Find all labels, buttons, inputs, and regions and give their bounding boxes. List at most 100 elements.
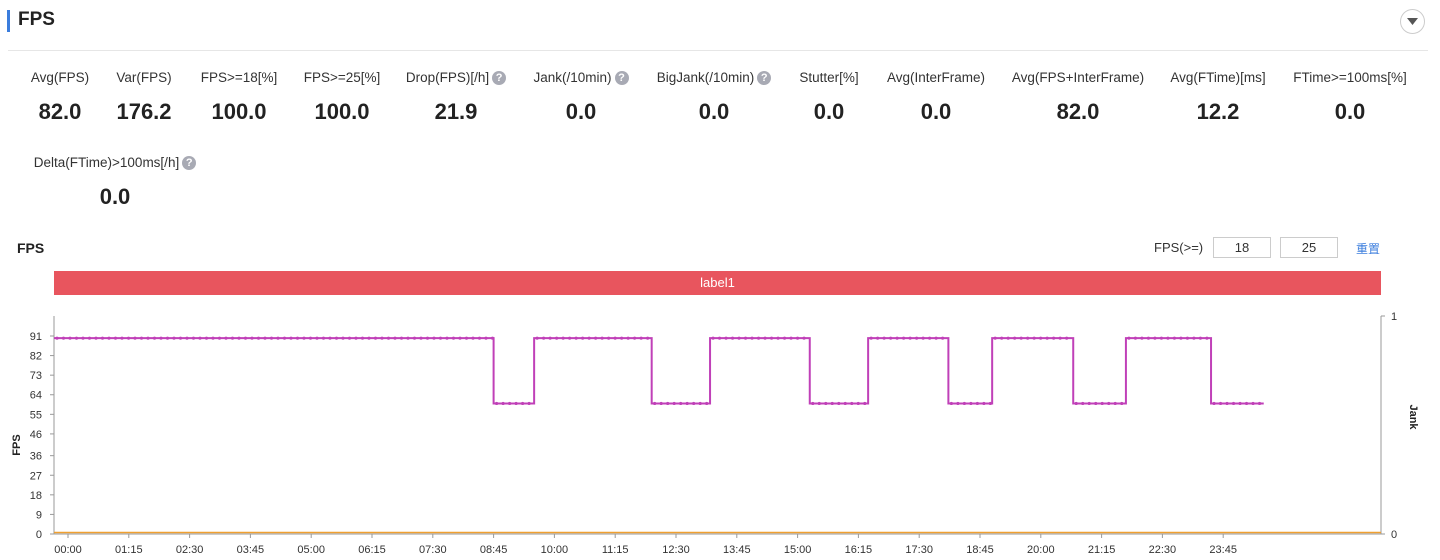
metric-value: 0.0 — [920, 99, 952, 124]
fps-point — [574, 336, 578, 340]
help-icon[interactable]: ? — [182, 155, 197, 170]
x-tick-label: 21:15 — [1088, 544, 1116, 556]
fps-point — [165, 336, 170, 340]
help-icon[interactable]: ? — [492, 70, 507, 85]
fps-point — [94, 336, 98, 340]
fps-point — [419, 336, 423, 340]
metric-value: 82.0 — [38, 99, 82, 124]
x-tick-label: 20:00 — [1027, 544, 1055, 556]
fps-point — [263, 336, 267, 340]
fps-point — [1081, 401, 1085, 406]
fps-point — [81, 336, 85, 340]
fps-point — [1172, 336, 1177, 340]
fps-point — [542, 336, 546, 340]
fps-point — [1107, 401, 1111, 406]
fps-point — [126, 336, 131, 340]
x-tick-label: 12:30 — [662, 544, 690, 556]
y-tick-label: 91 — [30, 331, 42, 343]
chart-title: FPS — [17, 240, 45, 256]
fps-point — [941, 336, 945, 340]
fps-point — [626, 336, 630, 340]
fps-point — [1159, 336, 1164, 340]
fps-point — [55, 336, 59, 340]
fps-point — [1244, 401, 1249, 406]
fps-point — [850, 401, 854, 406]
fps-point — [211, 336, 215, 340]
fps-point — [406, 336, 410, 340]
fps-point — [471, 336, 475, 340]
fps-point — [178, 336, 183, 340]
fps-chart[interactable]: 0 9 18 27 36 46 55 64 73 82 91 0 1 FPS Jank 00:00 01:15 0… — [0, 298, 1440, 560]
fps-point — [1120, 401, 1124, 406]
metric-value: 100.0 — [314, 99, 370, 124]
y-tick-label: 18 — [30, 490, 42, 502]
threshold-25-input[interactable] — [1280, 237, 1338, 258]
fps-point — [514, 401, 518, 406]
fps-point — [666, 401, 670, 406]
fps-point — [1087, 401, 1091, 406]
fps-point — [1006, 336, 1010, 340]
fps-point — [782, 336, 787, 340]
metric-label: Avg(FTime)[ms] — [1170, 70, 1266, 85]
metric-value: 82.0 — [1056, 99, 1100, 124]
fps-point — [198, 336, 202, 340]
fps-point — [750, 336, 754, 340]
fps-point — [587, 336, 591, 340]
fps-point — [282, 336, 287, 340]
fps-point — [646, 336, 650, 340]
metric-var-fps: Var(FPS) 176.2 — [54, 70, 234, 125]
x-tick-label: 06:15 — [358, 544, 386, 556]
x-tick-label: 23:45 — [1209, 544, 1237, 556]
fps-point — [561, 336, 565, 340]
reset-link[interactable]: 重置 — [1356, 242, 1381, 256]
fps-point — [204, 336, 209, 340]
fps-point — [412, 336, 417, 340]
fps-point — [1257, 401, 1262, 406]
metric-delta-ftime-100ms-h: Delta(FTime)>100ms[/h]? 0.0 — [25, 155, 205, 210]
fps-point — [1039, 336, 1043, 340]
fps-point — [74, 336, 79, 340]
help-icon[interactable]: ? — [757, 70, 772, 85]
fps-point — [1225, 401, 1229, 406]
fps-point — [830, 401, 834, 406]
metric-stutter: Stutter[%] 0.0 — [739, 70, 919, 125]
fps-point — [347, 336, 352, 340]
fps-point — [934, 336, 938, 340]
metric-ftime-100ms: FTime>=100ms[%] 0.0 — [1260, 70, 1440, 125]
fps-point — [882, 336, 886, 340]
threshold-18-input[interactable] — [1213, 237, 1271, 258]
fps-point — [730, 336, 735, 340]
fps-point — [432, 336, 436, 340]
metric-label: Var(FPS) — [116, 70, 172, 85]
metric-value: 0.0 — [698, 99, 730, 124]
collapse-button[interactable] — [1400, 9, 1425, 34]
header-divider — [8, 50, 1428, 51]
fps-point — [769, 336, 774, 340]
y-axis-label: FPS — [11, 434, 23, 455]
help-icon[interactable]: ? — [614, 70, 629, 85]
fps-point — [1179, 336, 1183, 340]
x-tick-label: 05:00 — [297, 544, 325, 556]
y-tick-label: 64 — [30, 390, 42, 402]
fps-series-line — [54, 337, 1264, 405]
fps-point — [795, 336, 800, 340]
label-band[interactable]: label1 — [54, 271, 1381, 295]
fps-point — [495, 401, 499, 406]
y-tick-label: 55 — [30, 409, 42, 421]
fps-point — [1052, 336, 1056, 340]
fps-point — [328, 336, 332, 340]
metric-value: 0.0 — [99, 184, 131, 209]
fps-point — [607, 336, 611, 340]
y-tick-label: 9 — [36, 509, 42, 521]
fps-point — [445, 336, 449, 340]
y-tick-label: 82 — [30, 351, 42, 363]
fps-point — [295, 336, 300, 340]
fps-point — [380, 336, 384, 340]
fps-point — [1231, 401, 1236, 406]
metric-drop-fps-h: Drop(FPS)[/h]? 21.9 — [366, 70, 546, 125]
fps-point — [133, 336, 137, 340]
fps-point — [458, 336, 462, 340]
metric-label: FPS>=25[%] — [303, 70, 381, 85]
fps-point — [685, 401, 689, 406]
fps-point — [354, 336, 358, 340]
